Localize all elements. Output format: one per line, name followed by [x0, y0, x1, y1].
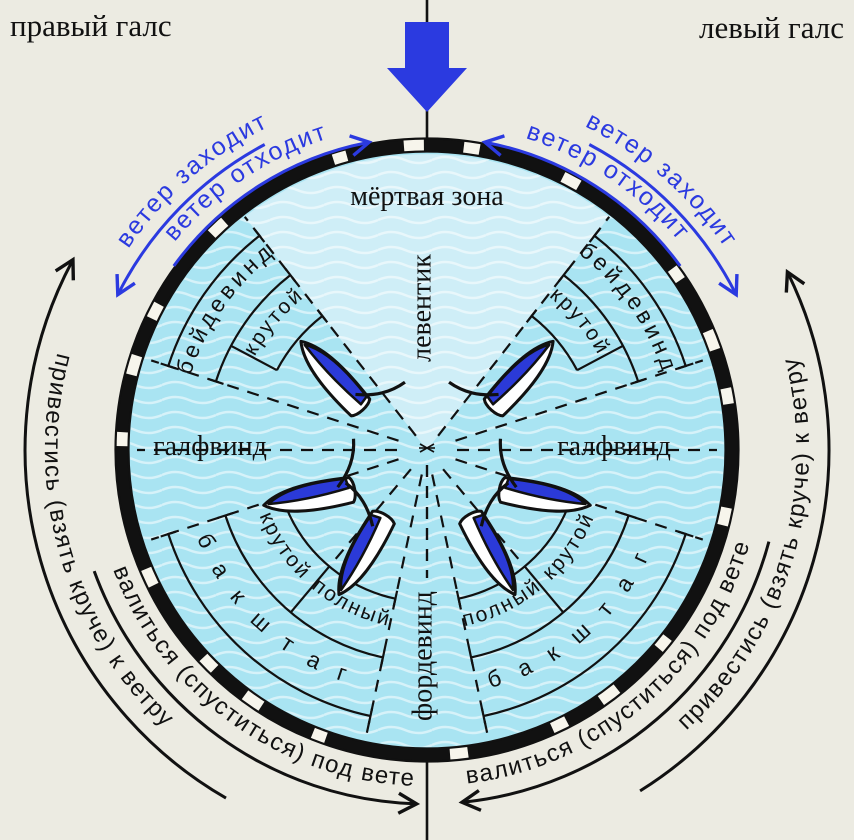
starboard-tack-label: правый галс [10, 8, 172, 43]
wind-backs-arrow-right [481, 134, 682, 267]
wind-veers-arrow-left [115, 143, 266, 298]
wind-arrow-icon [387, 22, 467, 112]
beam-reach-label-right: галфвинд [557, 431, 671, 462]
beam-reach-label-left: галфвинд [153, 431, 267, 462]
dead-zone-label: мёртвая зона [350, 181, 504, 212]
center-mark [419, 443, 435, 453]
head-up-arrow-right [639, 268, 831, 793]
head-up-arrow-left [23, 256, 227, 800]
wind-veers-arrow-right [588, 143, 739, 298]
running-label: фордевинд [407, 591, 438, 721]
in-irons-label: левентик [406, 254, 437, 362]
bear-away-arrow-right [458, 541, 771, 812]
bear-away-arrow-left [92, 570, 421, 815]
port-tack-label: левый галс [699, 10, 844, 45]
sector-linework [425, 216, 717, 734]
wind-backs-arrow-left [172, 134, 373, 267]
compass-ring [114, 137, 740, 763]
